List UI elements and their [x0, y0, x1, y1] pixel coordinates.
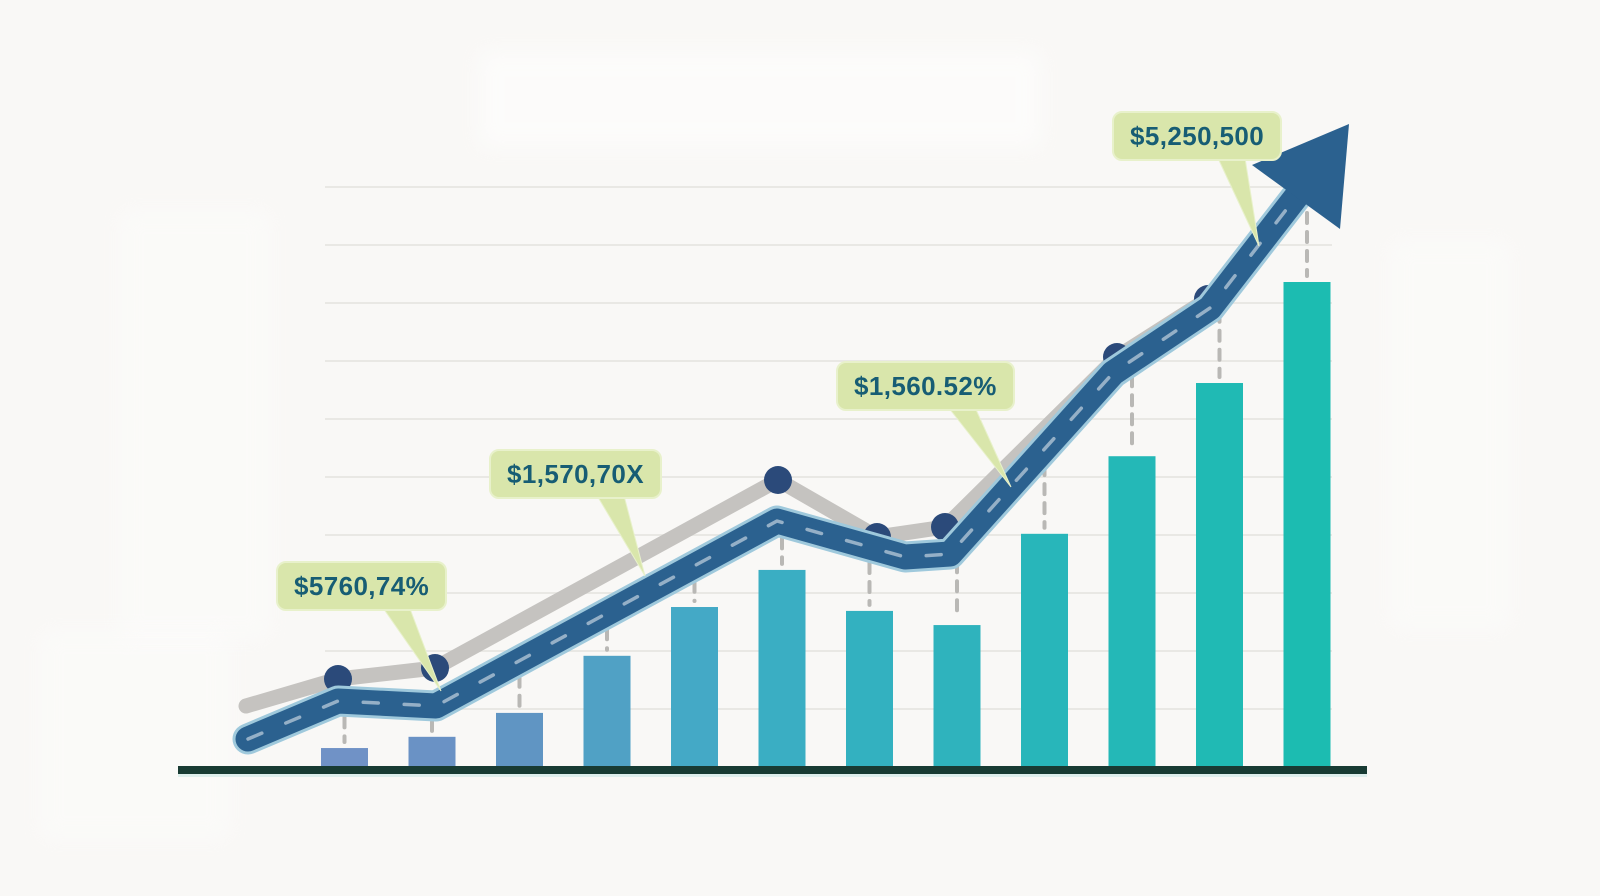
- callout-text: $1,560.52%: [854, 371, 997, 401]
- axis-baseline: [178, 766, 1367, 774]
- callout-label-4: $5,250,500: [1112, 111, 1283, 161]
- callout-label-3: $1,560.52%: [836, 361, 1015, 411]
- callout-text: $5,250,500: [1130, 121, 1265, 151]
- bar-5: [671, 607, 718, 770]
- bar-8: [933, 625, 981, 770]
- bar-11: [1196, 383, 1243, 770]
- trend-line-center-dashes: [246, 195, 1298, 741]
- milestone-dot: [764, 466, 792, 494]
- bar-1: [321, 748, 368, 770]
- background-texture: [40, 52, 1510, 840]
- bar-9: [1021, 533, 1068, 770]
- bar-10: [1108, 456, 1156, 770]
- callout-label-2: $1,570,70X: [489, 449, 663, 499]
- bar-3: [496, 712, 543, 770]
- callout-text: $1,570,70X: [507, 459, 645, 489]
- bar-2: [408, 736, 456, 770]
- trend-arrowhead: [1252, 124, 1349, 229]
- bar-7: [846, 610, 893, 770]
- texture-blob: [40, 630, 230, 840]
- texture-blob: [120, 210, 270, 640]
- axis-baseline-glow: [178, 774, 1367, 777]
- callout-text: $5760,74%: [294, 571, 430, 601]
- texture-blob: [1390, 240, 1510, 630]
- bar-6: [758, 569, 806, 770]
- bar-4: [583, 655, 631, 770]
- callout-tail: [1216, 155, 1260, 247]
- callout-label-1: $5760,74%: [276, 561, 448, 611]
- texture-blob: [480, 52, 1040, 147]
- bar-12: [1283, 282, 1331, 770]
